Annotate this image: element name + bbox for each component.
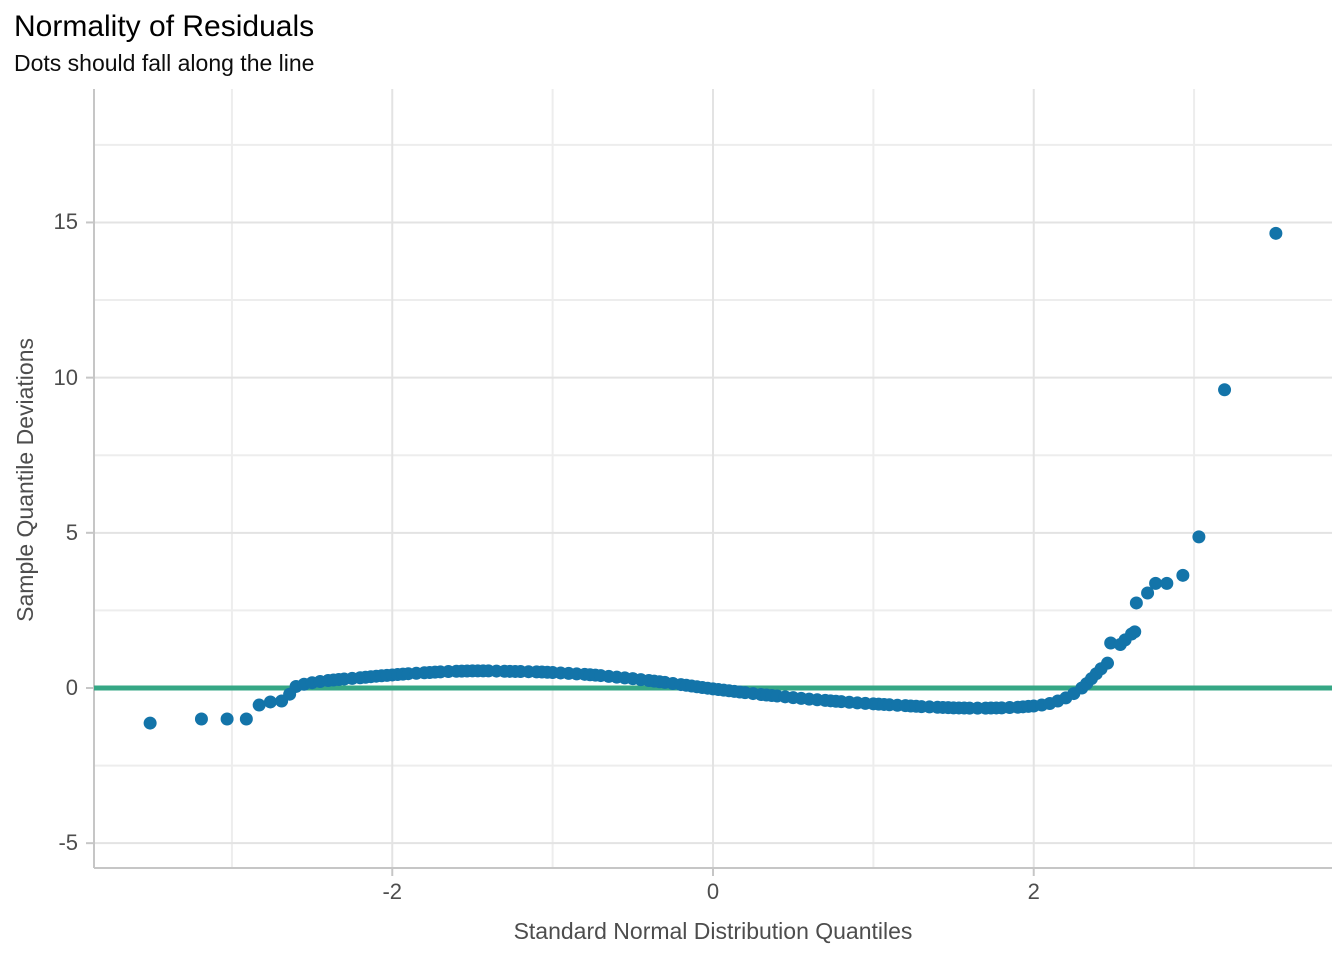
chart-subtitle: Dots should fall along the line bbox=[14, 50, 315, 76]
x-tick-label: -2 bbox=[382, 879, 403, 904]
data-point bbox=[1160, 576, 1174, 590]
data-point bbox=[194, 712, 208, 726]
y-axis-title-wrap: Sample Quantile Deviations bbox=[12, 0, 39, 960]
data-point bbox=[1128, 625, 1142, 639]
data-point bbox=[1218, 383, 1232, 397]
data-point bbox=[1192, 530, 1206, 544]
data-point bbox=[1176, 568, 1190, 582]
data-point bbox=[252, 698, 266, 712]
y-tick-label: 0 bbox=[65, 674, 78, 700]
y-tick-label: 15 bbox=[53, 209, 78, 235]
y-tick-label: -5 bbox=[58, 830, 78, 856]
x-axis-title: Standard Normal Distribution Quantiles bbox=[513, 918, 913, 944]
x-tick-label: 2 bbox=[1027, 879, 1040, 904]
x-tick-label: 0 bbox=[706, 879, 720, 904]
data-point bbox=[1149, 576, 1163, 590]
y-tick-label: 5 bbox=[65, 519, 78, 545]
data-point bbox=[143, 716, 157, 730]
data-point bbox=[1141, 586, 1155, 600]
data-point bbox=[1100, 656, 1114, 670]
data-point bbox=[1129, 596, 1143, 610]
chart-title: Normality of Residuals bbox=[14, 10, 315, 43]
data-point bbox=[220, 712, 234, 726]
data-point bbox=[263, 695, 277, 709]
y-tick-label: 10 bbox=[53, 364, 78, 390]
data-point bbox=[1104, 636, 1118, 650]
y-axis-title: Sample Quantile Deviations bbox=[12, 338, 38, 622]
data-point bbox=[239, 712, 253, 726]
data-point bbox=[283, 687, 297, 701]
data-point bbox=[1269, 226, 1283, 240]
